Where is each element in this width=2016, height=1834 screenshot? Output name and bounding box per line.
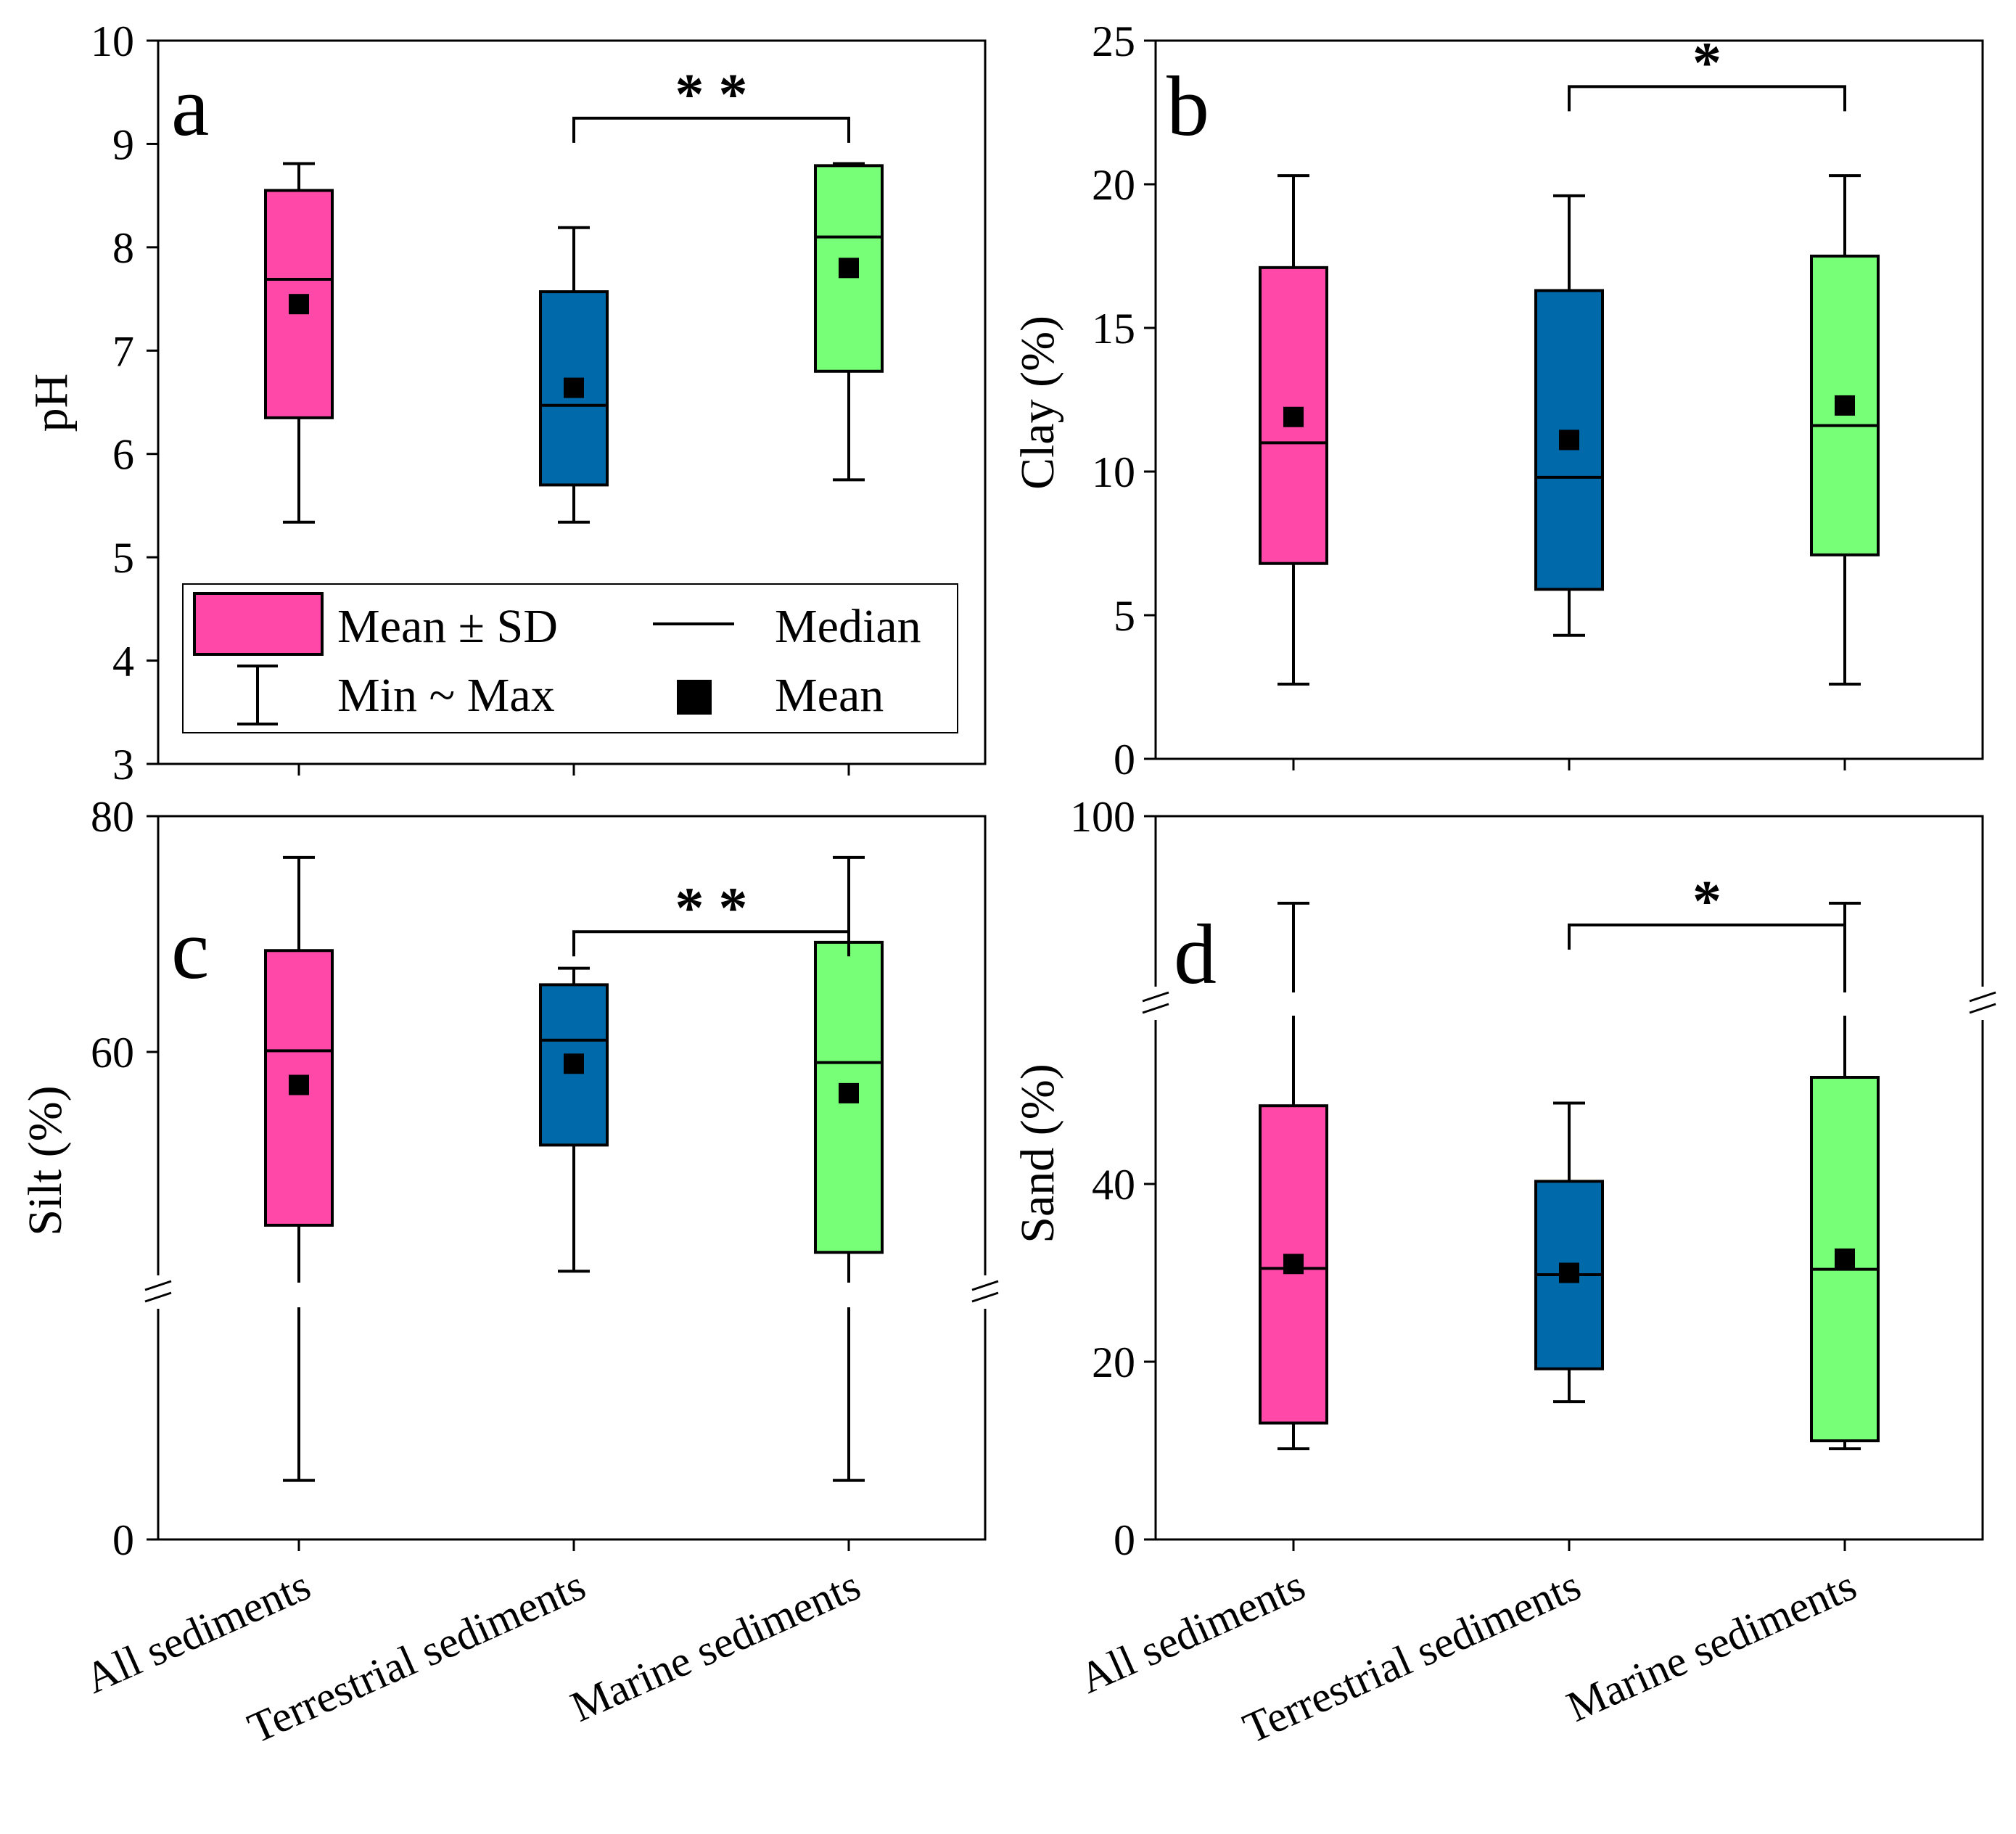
panel-a-ytick-label: 5 [112, 534, 134, 582]
box-a-marine [814, 162, 884, 482]
legend-mean-sd-label: Mean ± SD [337, 600, 558, 653]
mean-marker [1835, 395, 1855, 416]
panel-b-significance-label: * [1692, 31, 1721, 95]
x-axis-label: All sediments [78, 1561, 317, 1703]
mean-marker [289, 294, 309, 315]
panel-a-ytick-label: 6 [112, 431, 134, 479]
panel-b-ytick-label: 15 [1092, 305, 1135, 353]
mean-marker [1283, 406, 1304, 427]
panel-d-significance-label: * [1692, 870, 1721, 934]
panel-a-ytick-label: 3 [112, 741, 134, 789]
box-d-terrestrial [1534, 1101, 1604, 1404]
panel-c-frame [157, 815, 987, 1541]
sd-box [1810, 1076, 1880, 1443]
panel-c-letter: c [171, 902, 209, 997]
panel-d-ytick-label: 0 [1114, 1516, 1135, 1564]
legend-min-max-symbol [237, 665, 278, 725]
panel-a-letter: a [171, 59, 209, 154]
panel-a-ytick-label: 4 [112, 638, 134, 686]
legend-mean-symbol [677, 680, 712, 715]
panel-d-significance-bracket [1568, 924, 1846, 950]
panel-a-ytick-label: 8 [112, 224, 134, 272]
legend-mean-sd-swatch [193, 592, 324, 656]
panel-a-ytick-label: 10 [91, 17, 134, 65]
sd-box [1810, 255, 1880, 556]
legend: Mean ± SD Min ~ Max Median Mean [182, 583, 958, 733]
box-d-all [1259, 902, 1328, 1451]
mean-marker [1835, 1248, 1855, 1269]
panel-a-frame [157, 39, 987, 765]
mean-marker [564, 377, 584, 398]
whisker-break [1840, 992, 1849, 1016]
panel-a-significance-bracket [572, 116, 850, 143]
panel-b-ytick-label: 20 [1092, 161, 1135, 209]
x-axis-label: Marine sediments [564, 1561, 867, 1731]
mean-marker [839, 1082, 859, 1103]
panel-c-ytick-label: 80 [91, 793, 134, 841]
panel-c-ylabel: Silt (%) [19, 1085, 72, 1235]
panel-a-significance-label: * * [675, 63, 748, 127]
box-c-all [264, 855, 334, 1482]
panel-c-significance-bracket [572, 930, 850, 957]
panel-d-axis-break [1142, 987, 1999, 1020]
x-axis-label: Marine sediments [1560, 1561, 1863, 1731]
panel-d-ytick-label: 100 [1070, 793, 1135, 841]
panel-c-ytick-label: 0 [112, 1516, 134, 1564]
panel-b-ytick-label: 10 [1092, 448, 1135, 496]
box-b-all [1259, 174, 1328, 686]
whisker-break [1289, 992, 1298, 1016]
panel-b-ytick-label: 0 [1114, 736, 1135, 784]
mean-marker [1559, 429, 1579, 451]
mean-marker [839, 258, 859, 279]
legend-mean-label: Mean [775, 669, 884, 722]
panel-d-ytick-label: 40 [1092, 1161, 1135, 1209]
whisker-break [844, 1283, 853, 1307]
panel-c-axis-break [144, 1275, 1001, 1309]
panel-a-ylabel: pH [25, 374, 78, 432]
mean-marker [564, 1053, 584, 1074]
panel-c-significance-label: * * [675, 876, 748, 940]
legend-min-max-label: Min ~ Max [337, 669, 555, 722]
legend-median-label: Median [775, 600, 921, 653]
box-a-all [264, 162, 334, 524]
box-b-terrestrial [1534, 194, 1604, 637]
panel-d-letter: d [1174, 907, 1217, 1002]
panel-b: b Clay (%) 0 5 10 15 20 25 * [1011, 17, 1984, 784]
panel-d: d Sand (%) 0 20 40 100 * [1011, 793, 1999, 1564]
panel-b-letter: b [1167, 59, 1209, 154]
box-a-terrestrial [539, 226, 609, 524]
mean-marker [1559, 1262, 1579, 1283]
box-b-marine [1810, 174, 1880, 686]
panel-b-ylabel: Clay (%) [1011, 316, 1064, 490]
panel-a-ytick-label: 7 [112, 327, 134, 375]
panel-d-ytick-label: 20 [1092, 1339, 1135, 1386]
panel-c-ytick-label: 60 [91, 1029, 134, 1077]
box-d-marine [1810, 902, 1880, 1451]
panel-d-ylabel: Sand (%) [1011, 1064, 1064, 1243]
panel-c: c Silt (%) 0 60 80 * * [19, 793, 1001, 1564]
mean-marker [1283, 1254, 1304, 1275]
panel-a-ytick-label: 9 [112, 120, 134, 168]
panel-b-ytick-label: 5 [1114, 592, 1135, 640]
panel-b-significance-bracket [1568, 85, 1846, 112]
whisker-break [295, 1283, 303, 1307]
x-axis-label: All sediments [1072, 1561, 1312, 1703]
box-c-terrestrial [539, 966, 609, 1273]
panel-a: a pH 3 4 5 6 7 8 9 10 * * [25, 17, 987, 789]
panel-b-ytick-label: 25 [1092, 17, 1135, 65]
mean-marker [289, 1074, 309, 1095]
